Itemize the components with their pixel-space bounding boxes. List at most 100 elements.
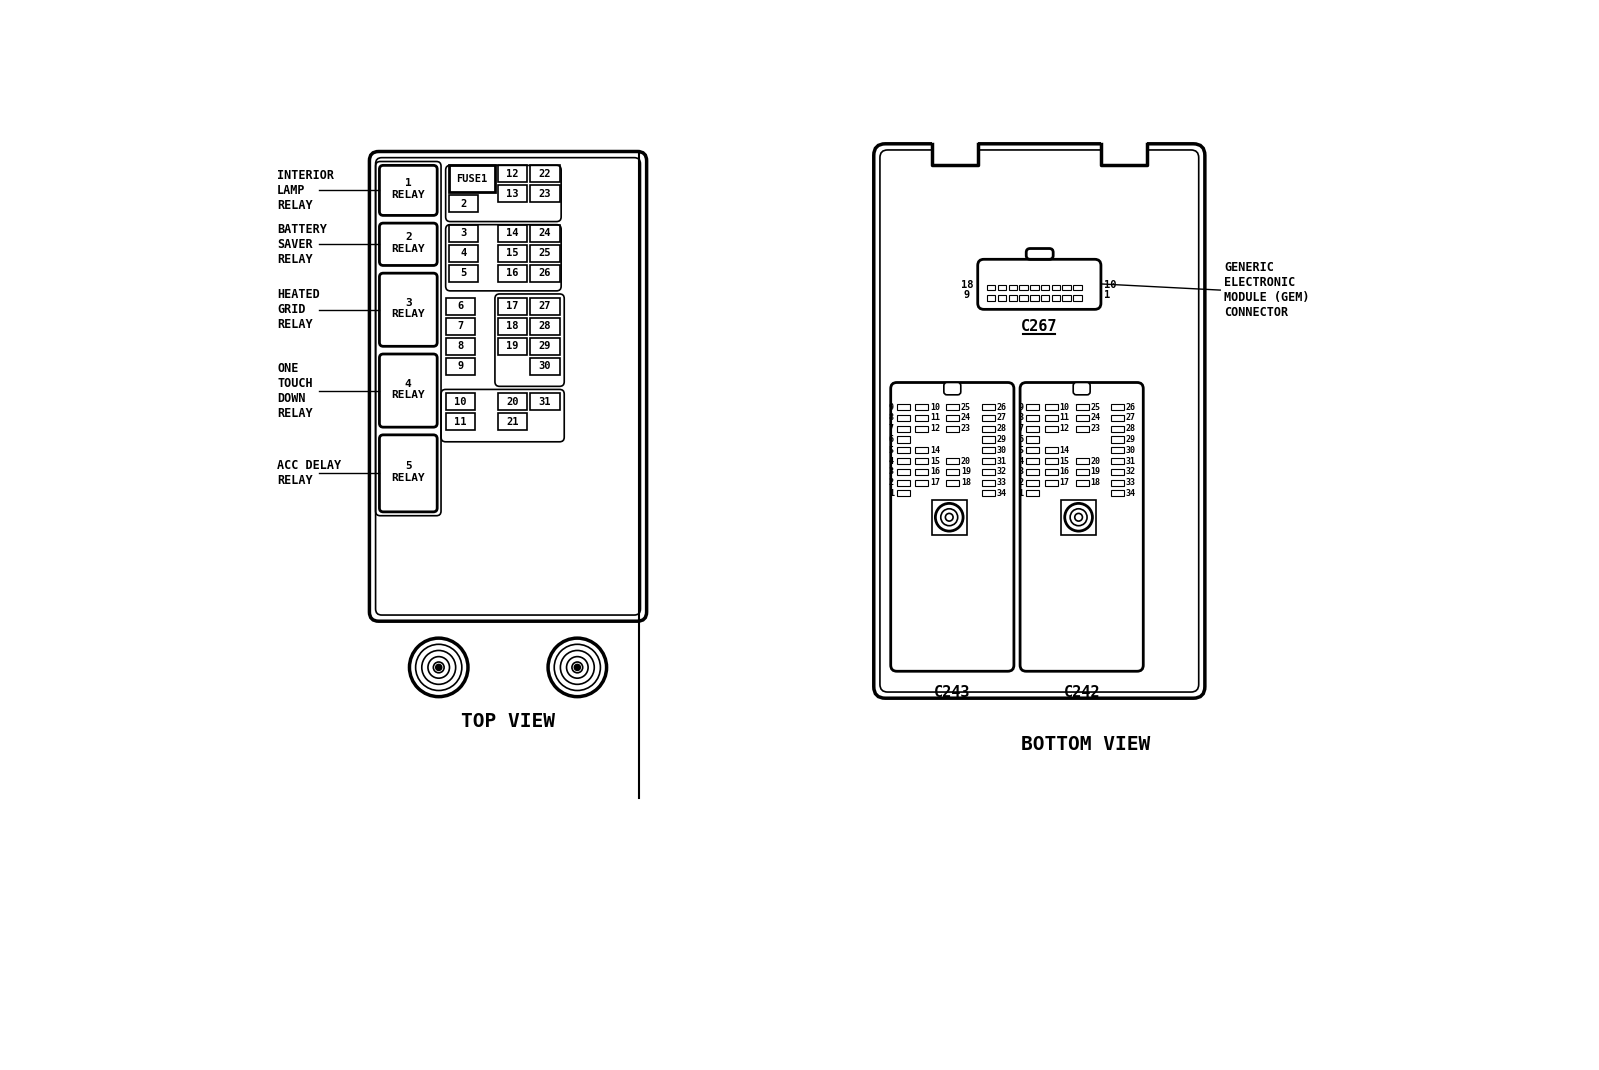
Bar [897, 437, 910, 443]
Bar [531, 185, 560, 202]
Text: 10: 10 [1103, 279, 1116, 290]
Text: 2: 2 [1019, 478, 1023, 487]
Bar [897, 490, 910, 496]
Text: 18: 18 [961, 478, 971, 487]
Text: RELAY: RELAY [392, 244, 425, 254]
Bar [1076, 415, 1089, 421]
Text: 30: 30 [1126, 446, 1135, 455]
Text: 6: 6 [889, 435, 894, 444]
Text: 24: 24 [1091, 413, 1100, 423]
Bar [1009, 295, 1017, 301]
Text: 20: 20 [507, 397, 520, 407]
Bar [897, 469, 910, 475]
Bar [497, 318, 528, 335]
Bar [1052, 285, 1060, 290]
Bar [531, 318, 560, 335]
FancyBboxPatch shape [1020, 382, 1143, 671]
Bar [446, 318, 475, 335]
Bar [449, 264, 478, 281]
Bar [531, 338, 560, 355]
Bar [987, 295, 996, 301]
Bar [497, 245, 528, 261]
Text: 27: 27 [996, 413, 1006, 423]
Text: 23: 23 [1091, 424, 1100, 433]
Text: 30: 30 [996, 446, 1006, 455]
Bar [897, 447, 910, 454]
Text: 9: 9 [457, 362, 464, 371]
Text: 34: 34 [996, 489, 1006, 498]
Text: 18: 18 [1091, 478, 1100, 487]
Text: 16: 16 [507, 269, 520, 278]
Text: 29: 29 [996, 435, 1006, 444]
Bar [1044, 458, 1059, 464]
Bar [1027, 458, 1039, 464]
FancyBboxPatch shape [379, 273, 437, 347]
FancyBboxPatch shape [1027, 248, 1054, 259]
Text: 19: 19 [1091, 468, 1100, 476]
Bar [1044, 479, 1059, 486]
Bar [1027, 490, 1039, 496]
Bar [449, 166, 496, 193]
Text: 12: 12 [931, 424, 940, 433]
Bar [897, 479, 910, 486]
Text: 31: 31 [1126, 457, 1135, 465]
Bar [1111, 426, 1124, 432]
Bar [531, 394, 560, 410]
Text: 9: 9 [1019, 402, 1023, 412]
Bar [449, 225, 478, 242]
Text: 5: 5 [405, 461, 411, 472]
FancyBboxPatch shape [379, 434, 437, 511]
Text: 6: 6 [457, 302, 464, 311]
Bar [1111, 479, 1124, 486]
Bar [1111, 490, 1124, 496]
Text: 1: 1 [1103, 290, 1110, 301]
Text: 17: 17 [507, 302, 520, 311]
Bar [932, 140, 977, 166]
Bar [1111, 415, 1124, 421]
Bar [915, 469, 929, 475]
Bar [1027, 469, 1039, 475]
Bar [531, 297, 560, 315]
Bar [1027, 426, 1039, 432]
Text: 7: 7 [889, 424, 894, 433]
Text: 31: 31 [996, 457, 1006, 465]
Text: 26: 26 [1126, 402, 1135, 412]
Bar [998, 295, 1006, 301]
Bar [947, 479, 959, 486]
Bar [947, 469, 959, 475]
Bar [1111, 404, 1124, 410]
Bar [1027, 479, 1039, 486]
Bar [932, 500, 967, 535]
Text: 28: 28 [1126, 424, 1135, 433]
Text: 14: 14 [931, 446, 940, 455]
Text: 12: 12 [507, 169, 520, 179]
Bar [982, 479, 995, 486]
Text: 27: 27 [539, 302, 552, 311]
Bar [531, 166, 560, 182]
Bar [446, 357, 475, 374]
Text: 16: 16 [1060, 468, 1070, 476]
Text: BOTTOM VIEW: BOTTOM VIEW [1020, 735, 1150, 754]
Bar [897, 426, 910, 432]
Bar [947, 415, 959, 421]
Bar [1111, 469, 1124, 475]
Circle shape [574, 664, 580, 671]
Text: 18: 18 [961, 279, 974, 290]
Bar [1073, 295, 1081, 301]
Bar [1044, 469, 1059, 475]
Text: RELAY: RELAY [392, 473, 425, 483]
Text: 28: 28 [996, 424, 1006, 433]
Bar [982, 447, 995, 454]
Bar [1060, 500, 1097, 535]
Bar [497, 225, 528, 242]
Text: 1: 1 [405, 179, 411, 188]
Bar [1062, 285, 1071, 290]
Bar [947, 426, 959, 432]
Text: 26: 26 [539, 269, 552, 278]
Bar [915, 415, 929, 421]
Bar [1041, 285, 1049, 290]
Text: 29: 29 [539, 341, 552, 351]
Text: 27: 27 [1126, 413, 1135, 423]
Bar [1073, 285, 1081, 290]
Bar [531, 245, 560, 261]
